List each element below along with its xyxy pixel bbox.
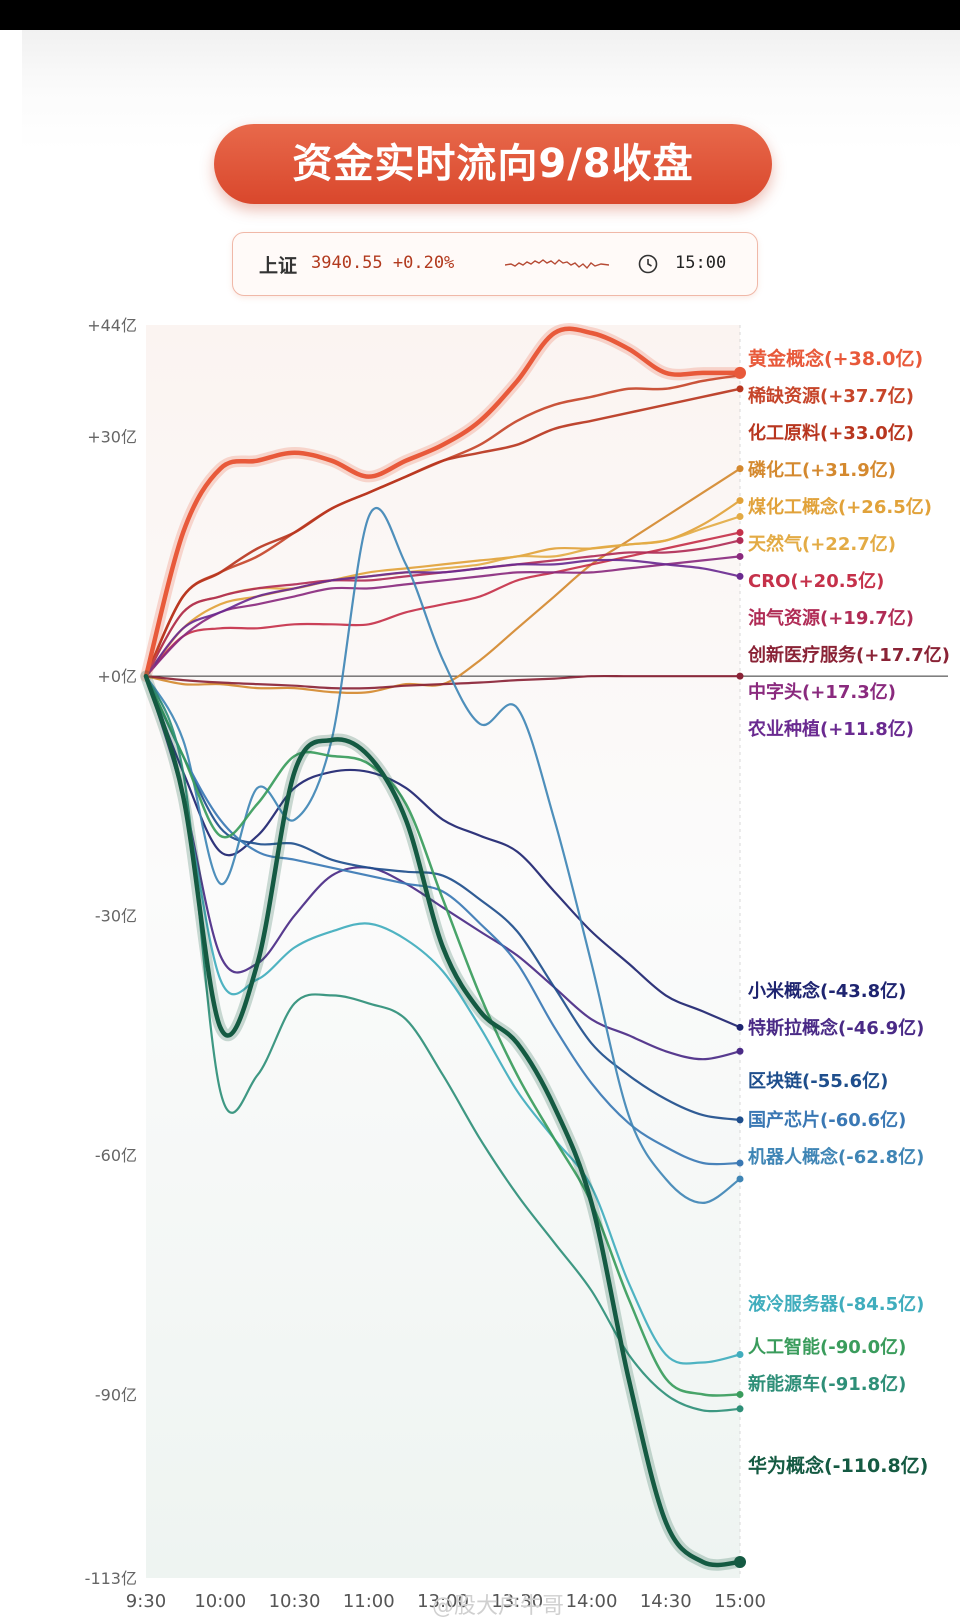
series-label: 新能源车(-91.8亿) <box>748 1373 906 1395</box>
index-name: 上证 <box>259 255 298 277</box>
series-line-19 <box>143 673 743 1568</box>
series-end-point <box>736 465 744 473</box>
series-end-point <box>736 1023 744 1031</box>
x-tick-label: 15:00 <box>714 1591 766 1612</box>
series-label: 华为概念(-110.8亿) <box>748 1454 928 1477</box>
series-line-8 <box>144 674 742 690</box>
watermark: @股大户牛哥 <box>432 1594 565 1619</box>
series-label: 农业种植(+11.8亿) <box>747 718 914 740</box>
x-tick-label: 14:00 <box>566 1591 618 1612</box>
x-tick-label: 10:00 <box>194 1591 246 1612</box>
series-line-14 <box>144 675 742 1166</box>
clock-icon <box>638 254 658 274</box>
series-label: 小米概念(-43.8亿) <box>748 980 906 1002</box>
series-end-point <box>736 536 744 544</box>
series-line-9 <box>144 555 742 678</box>
series-line-13 <box>144 675 742 1121</box>
series-end-point <box>736 529 744 537</box>
y-tick-label: -60亿 <box>95 1146 137 1165</box>
index-time: 15:00 <box>675 253 727 273</box>
series-label: 稀缺资源(+37.7亿) <box>748 385 914 407</box>
top-black-bar <box>0 0 960 30</box>
series-label: 区块链(-55.6亿) <box>748 1070 888 1092</box>
sparkline-icon <box>505 259 609 270</box>
y-tick-label: -90亿 <box>95 1385 137 1404</box>
series-line-0 <box>143 326 743 679</box>
series-end-point <box>736 385 744 393</box>
y-tick-label: -30亿 <box>95 907 137 926</box>
x-tick-label: 13:30 <box>491 1591 543 1612</box>
series-label: 天然气(+22.7亿) <box>748 533 896 555</box>
series-line-18 <box>144 675 742 1413</box>
series-label: 国产芯片(-60.6亿) <box>748 1109 906 1131</box>
series-label: 中字头(+17.3亿) <box>748 681 896 703</box>
series-line-10 <box>144 558 742 678</box>
series-label: 机器人概念(-62.8亿) <box>748 1146 924 1168</box>
x-tick-label: 14:30 <box>640 1591 692 1612</box>
y-tick-label: +44亿 <box>87 316 137 335</box>
x-tick-label: 9:30 <box>126 1591 166 1612</box>
series-end-point <box>734 366 746 379</box>
series-end-point <box>736 1047 744 1055</box>
index-ticker: 上证 3940.55 +0.20% 15:00 <box>232 232 758 296</box>
series-label: 磷化工(+31.9亿) <box>748 459 896 481</box>
series-label: 特斯拉概念(-46.9亿) <box>748 1017 924 1039</box>
series-end-point <box>736 513 744 521</box>
x-tick-label: 13:00 <box>417 1591 469 1612</box>
series-line-15 <box>144 506 742 1204</box>
series-end-point <box>736 1351 744 1359</box>
y-tick-label: +0亿 <box>97 667 137 686</box>
series-label: 创新医疗服务(+17.7亿) <box>747 644 950 666</box>
series-label: 煤化工概念(+26.5亿) <box>748 496 932 518</box>
series-label: CRO(+20.5亿) <box>748 570 884 592</box>
series-end-point <box>736 1175 744 1183</box>
series-line-11 <box>144 675 742 1029</box>
series-label: 黄金概念(+38.0亿) <box>748 347 923 370</box>
series-end-point <box>734 1556 746 1569</box>
y-tick-label: -113亿 <box>85 1569 137 1588</box>
series-line-6 <box>144 531 742 678</box>
x-tick-label: 11:00 <box>343 1591 395 1612</box>
x-tick-label: 10:30 <box>269 1591 321 1612</box>
y-tick-label: +30亿 <box>87 428 137 447</box>
index-value: 3940.55 +0.20% <box>311 253 455 273</box>
series-label: 化工原料(+33.0亿) <box>748 422 914 444</box>
page-title: 资金实时流向9/8收盘 <box>214 124 772 204</box>
series-end-point <box>736 672 744 680</box>
series-end-point <box>736 497 744 505</box>
series-label: 液冷服务器(-84.5亿) <box>748 1293 924 1315</box>
series-end-point <box>736 552 744 560</box>
series-end-point <box>736 572 744 580</box>
series-line-16 <box>144 675 742 1365</box>
series-label: 油气资源(+19.7亿) <box>748 607 914 629</box>
series-end-point <box>736 1116 744 1124</box>
series-label: 人工智能(-90.0亿) <box>748 1336 906 1358</box>
series-end-point <box>736 1405 744 1413</box>
series-line-2 <box>144 387 742 678</box>
series-end-point <box>736 1390 744 1398</box>
series-line-17 <box>144 674 742 1397</box>
series-end-point <box>736 1159 744 1167</box>
